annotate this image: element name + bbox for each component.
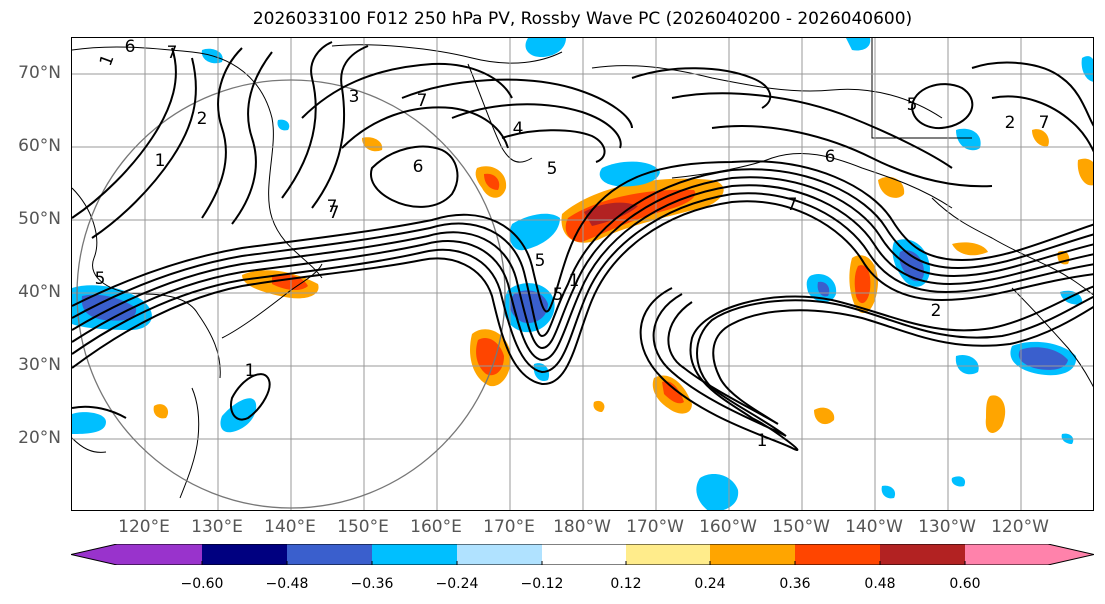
map-panel: 1 5 2 1 7 6 7 6 7 7 5 4 5 5 7 7 6 1 2 1 … bbox=[71, 37, 1094, 511]
contour-label: 2 bbox=[931, 301, 942, 321]
colorbar-bin bbox=[965, 544, 1048, 565]
colorbar-bin bbox=[457, 544, 542, 565]
contour-label: 1 bbox=[569, 271, 580, 291]
lon-label-160w: 160°W bbox=[699, 517, 757, 537]
colorbar-bin bbox=[202, 544, 287, 565]
pv-contours bbox=[72, 41, 1093, 451]
lat-label-20n: 20°N bbox=[18, 428, 61, 448]
lat-label-30n: 30°N bbox=[18, 355, 61, 375]
lat-label-70n: 70°N bbox=[18, 63, 61, 83]
contour-label: 7 bbox=[787, 195, 798, 215]
colorbar-bin bbox=[795, 544, 880, 565]
contour-label: 7 bbox=[329, 203, 340, 223]
colorbar-tick-label: 0.48 bbox=[864, 576, 896, 592]
map-canvas: 1 5 2 1 7 6 7 6 7 7 5 4 5 5 7 7 6 1 2 1 … bbox=[72, 38, 1093, 510]
contour-label: 7 bbox=[417, 91, 428, 111]
lon-label-180w: 180°W bbox=[553, 517, 611, 537]
colorbar-tick-label: 0.36 bbox=[779, 576, 811, 592]
colorbar-extend-low bbox=[71, 544, 117, 565]
anomaly-shading bbox=[72, 38, 1093, 510]
lon-label-140w: 140°W bbox=[845, 517, 903, 537]
contour-label: 7 bbox=[327, 197, 338, 217]
colorbar-tick-label: 0.12 bbox=[610, 576, 642, 592]
colorbar-bin bbox=[880, 544, 965, 565]
colorbar-bin bbox=[542, 544, 626, 565]
reference-circle bbox=[76, 79, 506, 509]
contour-label: 6 bbox=[413, 157, 424, 177]
lat-label-40n: 40°N bbox=[18, 282, 61, 302]
lon-label-160e: 160°E bbox=[410, 517, 462, 537]
positive-anomaly-patches bbox=[153, 129, 1093, 433]
lon-label-120w: 120°W bbox=[991, 517, 1049, 537]
colorbar-tick-label: −0.24 bbox=[435, 576, 479, 592]
contour-label: 2 bbox=[197, 109, 208, 129]
colorbar-tick-label: −0.36 bbox=[350, 576, 394, 592]
contour-label: 1 bbox=[757, 431, 768, 451]
figure-title: 2026033100 F012 250 hPa PV, Rossby Wave … bbox=[252, 9, 913, 29]
contour-label: 1 bbox=[245, 361, 256, 381]
lon-label-130w: 130°W bbox=[918, 517, 976, 537]
colorbar-bin bbox=[287, 544, 372, 565]
lon-label-150w: 150°W bbox=[772, 517, 830, 537]
contour-label: 5 bbox=[553, 285, 564, 305]
colorbar-bin bbox=[626, 544, 710, 565]
colorbar bbox=[71, 544, 1094, 565]
colorbar-bin bbox=[117, 544, 202, 565]
lon-label-170w: 170°W bbox=[626, 517, 684, 537]
contour-label: 5 bbox=[547, 159, 558, 179]
negative-anomaly-patches bbox=[72, 38, 1093, 510]
lon-label-120e: 120°E bbox=[118, 517, 170, 537]
contour-label: 5 bbox=[907, 95, 918, 115]
colorbar-tick-label: 0.24 bbox=[694, 576, 726, 592]
colorbar-bin bbox=[710, 544, 795, 565]
contour-label: 2 bbox=[1005, 113, 1016, 133]
contour-label: 5 bbox=[535, 251, 546, 271]
lon-label-130e: 130°E bbox=[191, 517, 243, 537]
colorbar-bin bbox=[372, 544, 457, 565]
colorbar-tick-label: −0.60 bbox=[180, 576, 224, 592]
lon-label-150e: 150°E bbox=[337, 517, 389, 537]
lon-label-140e: 140°E bbox=[264, 517, 316, 537]
colorbar-tick-label: −0.12 bbox=[520, 576, 564, 592]
colorbar-tick-label: 0.60 bbox=[949, 576, 981, 592]
contour-label: 6 bbox=[825, 147, 836, 167]
contour-label: 1 bbox=[155, 151, 166, 171]
colorbar-ticks bbox=[201, 561, 966, 565]
colorbar-tick-label: −0.48 bbox=[265, 576, 309, 592]
lat-label-50n: 50°N bbox=[18, 209, 61, 229]
colorbar-extend-high bbox=[1048, 544, 1094, 565]
lat-lon-grid bbox=[72, 38, 1093, 510]
contour-labels: 1 5 2 1 7 6 7 6 7 7 5 4 5 5 7 7 6 1 2 1 … bbox=[95, 38, 1050, 451]
contour-label: 4 bbox=[513, 119, 524, 139]
lon-label-170e: 170°E bbox=[483, 517, 535, 537]
contour-label: 3 bbox=[349, 87, 360, 107]
lat-label-60n: 60°N bbox=[18, 136, 61, 156]
contour-label: 7 bbox=[167, 43, 178, 63]
contour-label: 5 bbox=[95, 269, 106, 289]
contour-label: 1 bbox=[96, 52, 118, 69]
contour-label: 7 bbox=[1039, 113, 1050, 133]
contour-label: 6 bbox=[125, 38, 136, 57]
